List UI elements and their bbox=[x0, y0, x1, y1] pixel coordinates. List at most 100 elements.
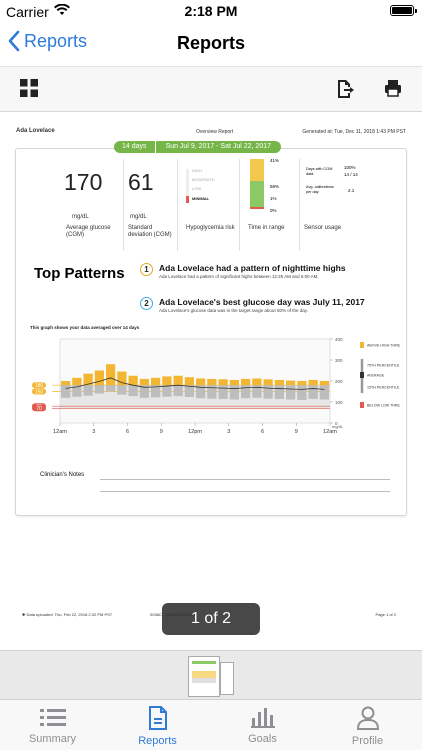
threshold-tag-label: 70 bbox=[36, 406, 42, 412]
tab-bar: Summary Reports Goals Profile bbox=[0, 700, 422, 750]
std-dev-value: 61 bbox=[128, 169, 154, 195]
bar-above-high bbox=[72, 377, 82, 386]
notes-line bbox=[100, 479, 390, 480]
bar-percentile bbox=[297, 385, 307, 400]
bar-above-high bbox=[207, 378, 217, 386]
daily-glucose-chart: 18015080704003002001000mg/dL12am36912pm3… bbox=[32, 337, 400, 435]
avg-glucose-label: Average glucose (CGM) bbox=[66, 225, 111, 238]
avg-cal-value: 2.1 bbox=[348, 188, 355, 193]
bar-percentile bbox=[139, 385, 149, 398]
tir-verylow-pct: 0% bbox=[270, 208, 277, 213]
bar-percentile bbox=[229, 385, 239, 400]
bar-above-high bbox=[173, 375, 183, 386]
metrics-row: 170 mg/dL Average glucose (CGM) 61 mg/dL… bbox=[16, 158, 406, 251]
pattern-title: Ada Lovelace's best glucose day was July… bbox=[159, 297, 365, 307]
bar-percentile bbox=[151, 385, 161, 398]
notes-line bbox=[100, 491, 390, 492]
tab-reports[interactable]: Reports bbox=[105, 706, 210, 747]
hypo-scale-bar bbox=[186, 169, 189, 203]
tir-range-pct: 58% bbox=[270, 184, 280, 189]
x-tick-label: 12am bbox=[323, 429, 337, 435]
bar-percentile bbox=[252, 385, 262, 398]
bar-above-high bbox=[274, 379, 284, 386]
tab-goals[interactable]: Goals bbox=[210, 706, 315, 745]
tab-label: Reports bbox=[138, 735, 177, 747]
bar-percentile bbox=[274, 385, 284, 400]
hypo-scale-fill bbox=[186, 196, 189, 203]
bar-percentile bbox=[83, 385, 93, 396]
bar-above-high bbox=[162, 376, 172, 386]
graph-note: This graph shows your data averaged over… bbox=[30, 325, 140, 330]
x-tick-label: 6 bbox=[261, 429, 264, 435]
generated-date: Generated at: Tue, Dec 11, 2018 1:43 PM … bbox=[302, 129, 406, 135]
export-icon[interactable] bbox=[336, 79, 354, 104]
tir-range-bar bbox=[250, 181, 264, 207]
hypo-level-minimal: MINIMAL bbox=[192, 196, 210, 201]
bar-percentile bbox=[117, 385, 127, 395]
bar-above-high bbox=[128, 375, 138, 386]
tir-low-pct: 1% bbox=[270, 196, 277, 201]
date-range: Sun Jul 9, 2017 - Sat Jul 22, 2017 bbox=[155, 141, 281, 153]
days-cgm-pct: 100% bbox=[344, 165, 356, 170]
bar-percentile bbox=[61, 385, 71, 398]
x-tick-label: 9 bbox=[160, 429, 163, 435]
pattern-subtitle: Ada Lovelace had a pattern of significan… bbox=[159, 274, 319, 279]
footer-page: Page 1 of 2 bbox=[375, 612, 396, 617]
legend-label: ABOVE HIGH THRESHOLD bbox=[367, 344, 400, 348]
tab-profile[interactable]: Profile bbox=[315, 706, 420, 747]
legend-swatch bbox=[360, 372, 364, 378]
pattern-subtitle: Ada Lovelace's glucose data was in the t… bbox=[159, 308, 308, 313]
pattern-item: 2 Ada Lovelace's best glucose day was Ju… bbox=[140, 297, 365, 313]
report-page: Ada Lovelace Overview Report Generated a… bbox=[10, 118, 412, 516]
bar-percentile bbox=[263, 385, 273, 399]
sensor-usage-metric: Days with CGM data 100% 14 / 14 Avg. cal… bbox=[300, 159, 390, 251]
carrier-label: Carrier bbox=[6, 4, 49, 20]
bar-above-high bbox=[94, 370, 104, 386]
avg-glucose-metric: 170 mg/dL Average glucose (CGM) bbox=[16, 159, 124, 251]
threshold-tag-label: 150 bbox=[35, 389, 44, 395]
list-icon bbox=[39, 709, 66, 726]
grid-icon[interactable] bbox=[20, 79, 38, 102]
y-tick-label: 200 bbox=[335, 379, 343, 384]
bar-above-high bbox=[139, 378, 149, 386]
days-cgm-count: 14 / 14 bbox=[344, 172, 358, 177]
tab-label: Summary bbox=[28, 733, 77, 745]
bar-percentile bbox=[218, 385, 228, 400]
threshold-tag bbox=[32, 388, 46, 395]
overview-card: 14 days Sun Jul 9, 2017 - Sat Jul 22, 20… bbox=[15, 141, 407, 516]
hypo-level-high: HIGH bbox=[192, 168, 202, 173]
clinician-notes-label: Clinician's Notes bbox=[40, 472, 85, 478]
person-icon bbox=[356, 706, 379, 730]
y-tick-label: 300 bbox=[335, 358, 343, 363]
bar-above-high bbox=[229, 379, 239, 386]
bar-percentile bbox=[128, 385, 138, 397]
back-button[interactable]: Reports bbox=[8, 30, 87, 52]
document-viewer[interactable]: Ada Lovelace Overview Report Generated a… bbox=[0, 112, 422, 650]
pattern-item: 1 Ada Lovelace had a pattern of nighttim… bbox=[140, 263, 346, 279]
print-icon[interactable] bbox=[384, 79, 402, 102]
bar-above-high bbox=[297, 381, 307, 386]
bar-percentile bbox=[72, 385, 82, 397]
days-cgm-label: Days with CGM data bbox=[306, 167, 333, 176]
bar-above-high bbox=[184, 377, 194, 386]
tir-label: Time in range bbox=[248, 225, 285, 231]
pattern-number: 2 bbox=[140, 297, 153, 310]
x-tick-label: 3 bbox=[92, 429, 95, 435]
footer-upload: ✱ Data uploaded: Thu, Feb 22, 2018 2:32 … bbox=[22, 612, 113, 617]
bar-percentile bbox=[319, 385, 329, 400]
bar-above-high bbox=[252, 378, 262, 386]
threshold-tag bbox=[32, 382, 46, 389]
page-thumbnail[interactable] bbox=[188, 656, 220, 697]
bar-percentile bbox=[196, 385, 206, 399]
avg-cal-label: Avg. calibrations per day bbox=[306, 185, 334, 194]
tab-summary[interactable]: Summary bbox=[0, 706, 105, 745]
bar-above-high bbox=[196, 378, 206, 386]
x-tick-label: 9 bbox=[295, 429, 298, 435]
page-thumbnail[interactable] bbox=[220, 662, 234, 695]
sensor-usage-label: Sensor usage bbox=[304, 225, 342, 231]
bar-percentile bbox=[106, 385, 116, 392]
y-tick-label: 0 bbox=[335, 421, 338, 426]
y-tick-label: 100 bbox=[335, 400, 343, 405]
hypo-risk-metric: HIGH MODERATE LOW MINIMAL Hypoglycemia r… bbox=[178, 159, 240, 251]
page-title: Reports bbox=[176, 33, 245, 53]
